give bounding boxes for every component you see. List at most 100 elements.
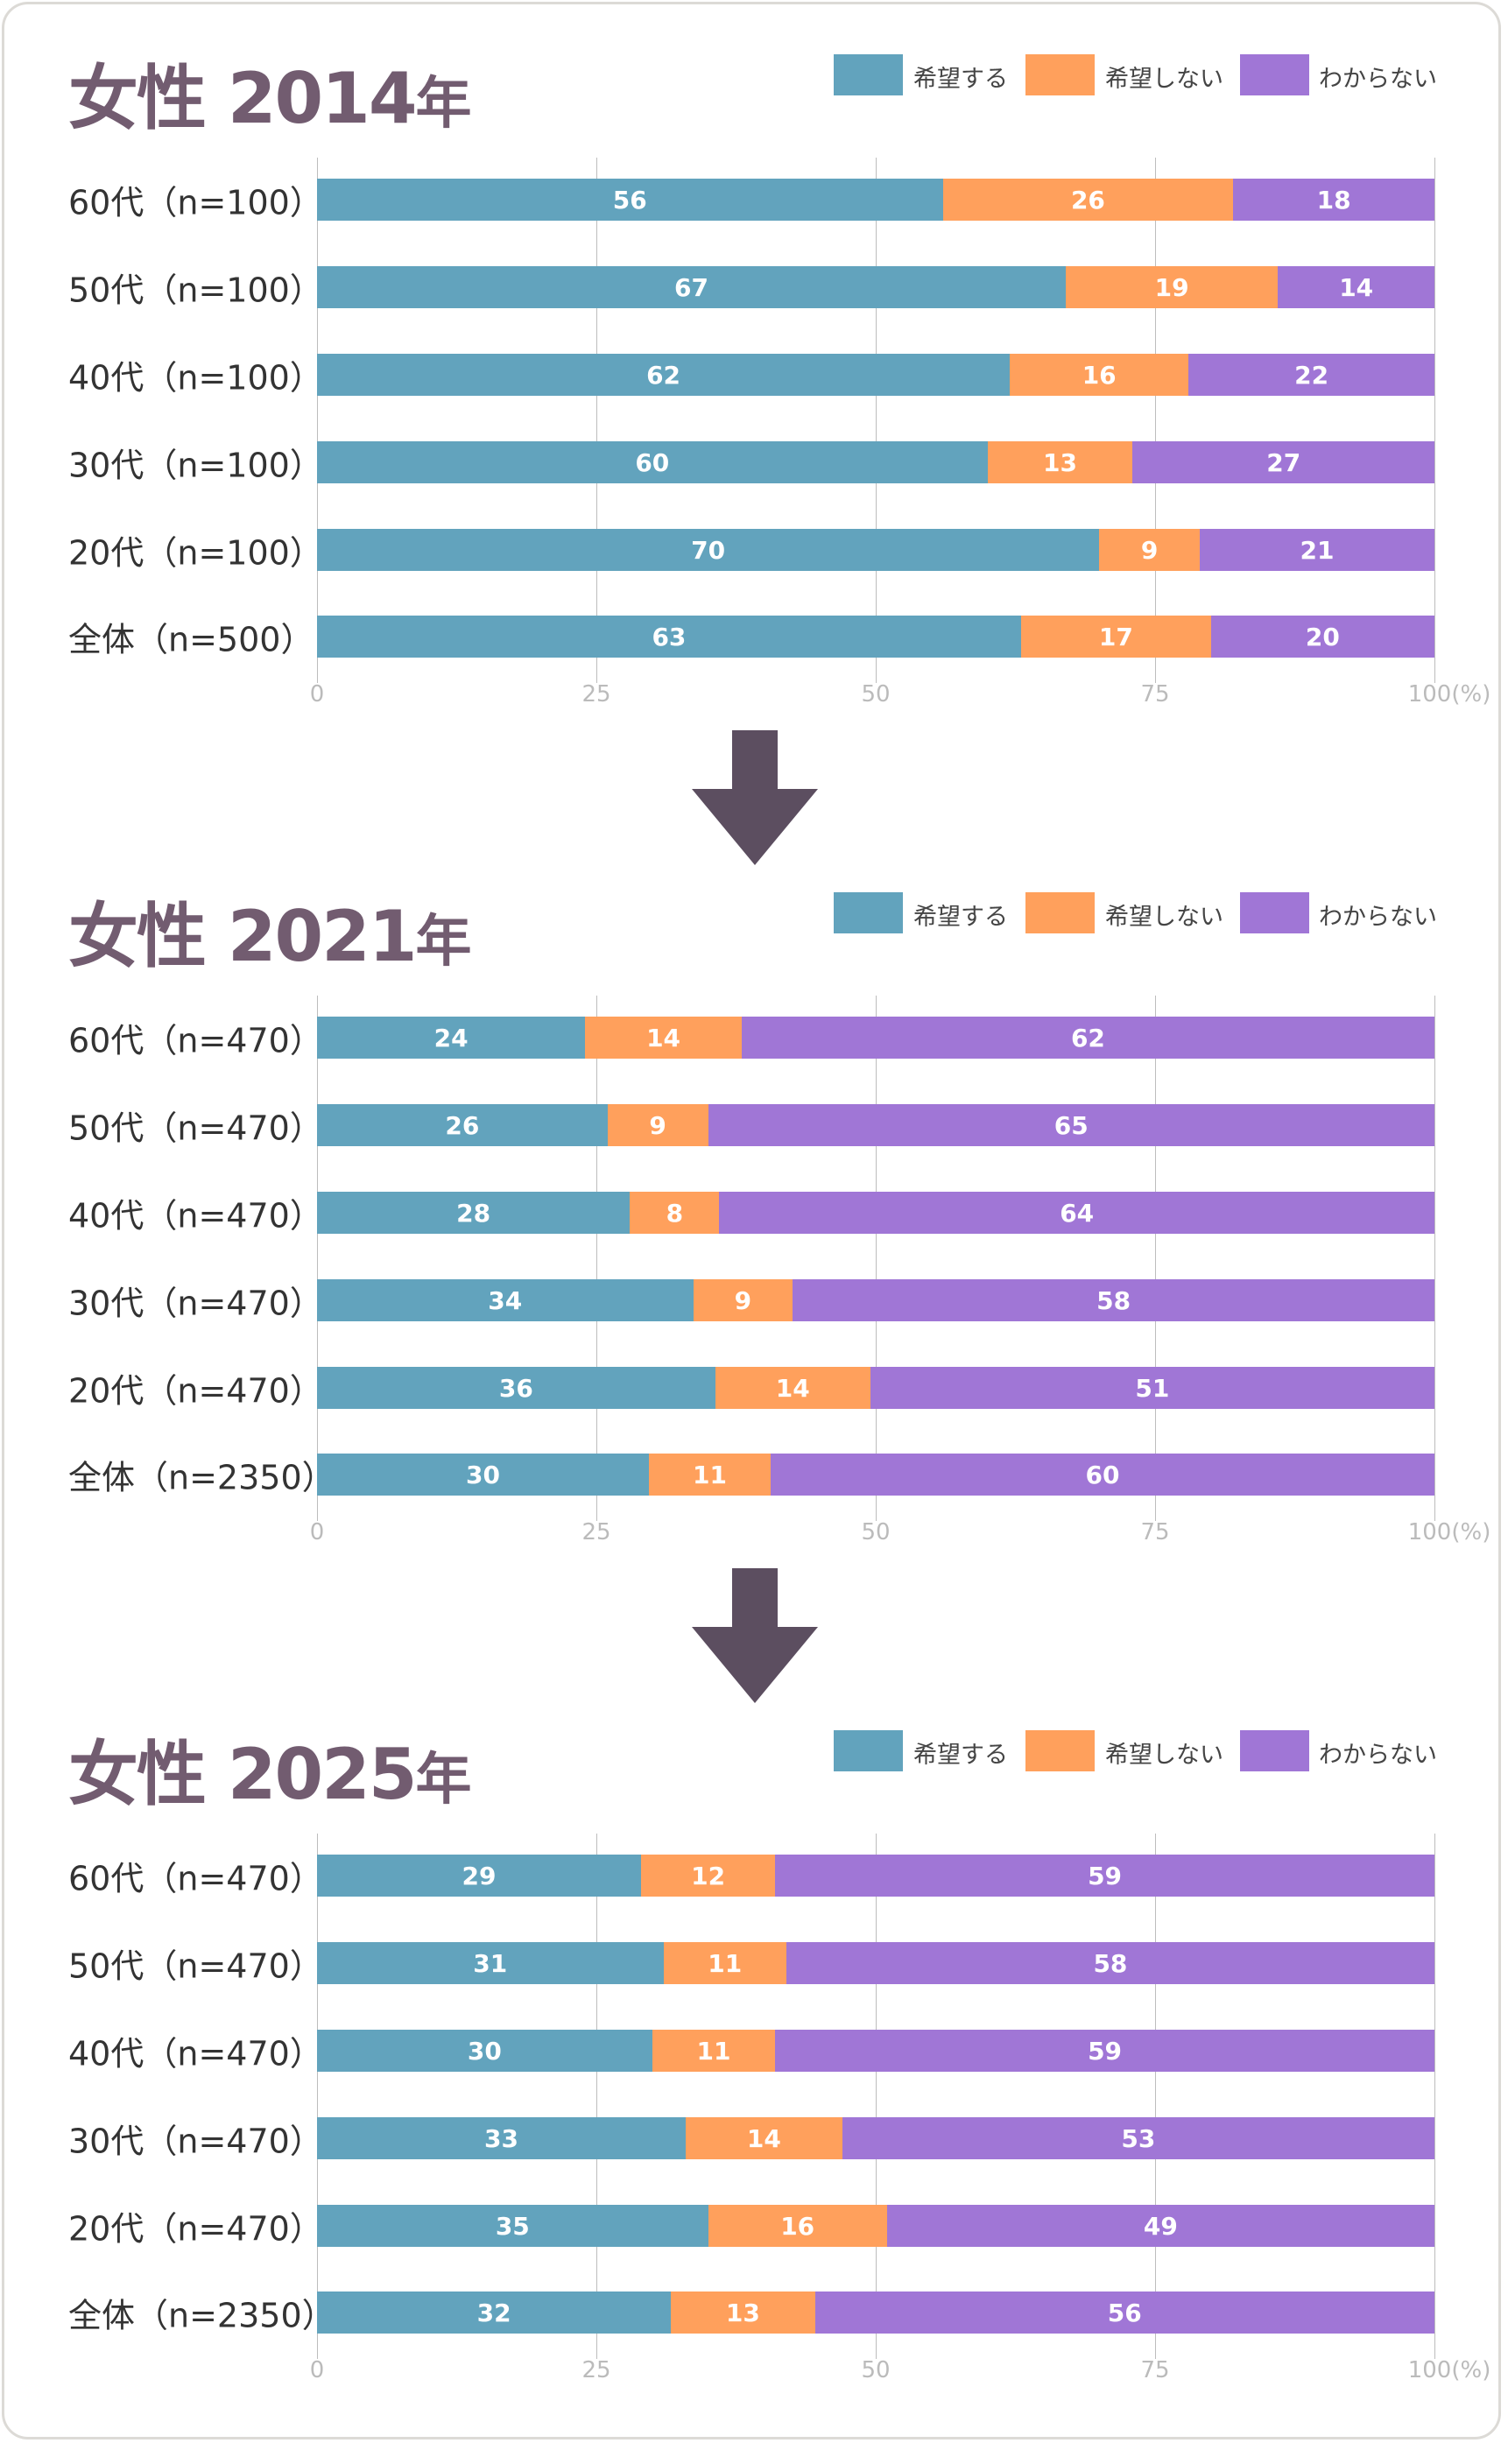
- chart-title-main: 女性 2014: [68, 58, 418, 139]
- x-tick-label: 0: [310, 1519, 325, 1545]
- chart-section-1: 女性 2021年 希望する 希望しない わからない 0 25 50 75 100(%) 60代（n…: [0, 838, 1508, 1626]
- bar-segment-nohope: 16: [1010, 354, 1189, 396]
- row-label: 60代（n=470）: [68, 1859, 323, 1898]
- axis-unit: (%): [1451, 681, 1491, 708]
- legend-label-hope: 希望する: [913, 66, 1008, 93]
- bar-segment-unknown: 22: [1188, 354, 1434, 396]
- bar-segment-hope: 34: [317, 1279, 694, 1321]
- down-arrow-icon: [692, 1568, 818, 1703]
- x-tick-label: 100(%): [1408, 681, 1491, 708]
- gridline: [596, 996, 597, 1521]
- legend-label-nohope: 希望しない: [1105, 66, 1223, 93]
- legend-label-nohope: 希望しない: [1105, 904, 1223, 931]
- bar-segment-nohope: 14: [715, 1367, 870, 1409]
- gridline: [1155, 996, 1156, 1521]
- bar-segment-unknown: 27: [1132, 441, 1434, 483]
- down-arrow-icon: [692, 730, 818, 865]
- x-tick-value: 25: [581, 1519, 611, 1545]
- legend-swatch-unknown: [1240, 54, 1309, 95]
- bar-segment-nohope: 13: [671, 2292, 815, 2334]
- bar-segment-unknown: 56: [814, 2292, 1434, 2334]
- legend-swatch-nohope: [1025, 1730, 1095, 1771]
- legend-label-unknown: わからない: [1319, 66, 1437, 93]
- bar-segment-unknown: 65: [708, 1104, 1434, 1146]
- x-tick-value: 0: [309, 1519, 325, 1545]
- bar-segment-hope: 28: [317, 1192, 631, 1234]
- bar-segment-nohope: 16: [708, 2205, 887, 2247]
- bar-segment-nohope: 14: [686, 2117, 842, 2159]
- x-tick-label: 100(%): [1408, 1519, 1491, 1545]
- chart-title: 女性 2025年: [68, 1718, 472, 1820]
- chart-section-2: 女性 2025年 希望する 希望しない わからない 0 25 50 75 100(%) 60代（n…: [0, 1676, 1508, 2464]
- bar-segment-nohope: 9: [607, 1104, 708, 1146]
- bar-segment-hope: 35: [317, 2205, 708, 2247]
- legend-swatch-unknown: [1240, 892, 1309, 933]
- gridline: [317, 1834, 318, 2359]
- x-tick-label: 25: [581, 681, 610, 708]
- row-label: 30代（n=470）: [68, 1284, 323, 1323]
- chart-title-suffix: 年: [415, 910, 472, 975]
- x-tick-value: 100: [1407, 681, 1452, 708]
- x-tick-value: 0: [309, 2357, 325, 2383]
- x-tick-label: 0: [310, 2357, 325, 2383]
- bar-segment-hope: 36: [317, 1367, 715, 1409]
- x-tick-label: 50: [861, 2357, 890, 2383]
- row-label: 30代（n=470）: [68, 2122, 323, 2161]
- bar-segment-hope: 29: [317, 1855, 642, 1897]
- legend-swatch-nohope: [1025, 54, 1095, 95]
- legend-label-unknown: わからない: [1319, 904, 1437, 931]
- bar-segment-hope: 30: [317, 1454, 649, 1496]
- axis-unit: (%): [1451, 1519, 1491, 1545]
- bar-segment-hope: 67: [317, 266, 1066, 308]
- chart-title: 女性 2014年: [68, 42, 472, 144]
- row-label: 40代（n=470）: [68, 2034, 323, 2073]
- bar-segment-hope: 30: [317, 2030, 652, 2072]
- legend-swatch-hope: [834, 1730, 903, 1771]
- bar-segment-hope: 24: [317, 1017, 586, 1059]
- bar-segment-hope: 56: [317, 179, 943, 221]
- x-tick-label: 75: [1140, 1519, 1169, 1545]
- legend-swatch-nohope: [1025, 892, 1095, 933]
- bar-segment-nohope: 12: [641, 1855, 776, 1897]
- x-tick-label: 50: [861, 681, 890, 708]
- bar-segment-hope: 31: [317, 1942, 664, 1984]
- row-label: 20代（n=100）: [68, 533, 323, 573]
- x-tick-label: 75: [1140, 2357, 1169, 2383]
- bar-segment-nohope: 11: [652, 2030, 776, 2072]
- bar-segment-unknown: 58: [786, 1942, 1434, 1984]
- gridline: [876, 1834, 877, 2359]
- legend-swatch-hope: [834, 54, 903, 95]
- x-tick-label: 100(%): [1408, 2357, 1491, 2383]
- x-tick-value: 100: [1407, 1519, 1452, 1545]
- bar-segment-nohope: 26: [942, 179, 1234, 221]
- x-tick-label: 50: [861, 1519, 890, 1545]
- bar-segment-hope: 63: [317, 616, 1021, 658]
- x-tick-value: 50: [861, 681, 891, 708]
- x-tick-value: 25: [581, 681, 611, 708]
- x-tick-value: 75: [1140, 2357, 1170, 2383]
- bar-segment-nohope: 11: [649, 1454, 771, 1496]
- legend-label-unknown: わからない: [1319, 1742, 1437, 1769]
- bar-segment-unknown: 51: [870, 1367, 1434, 1409]
- row-label: 全体（n=2350）: [68, 2296, 335, 2335]
- bar-segment-unknown: 14: [1278, 266, 1434, 308]
- bar-segment-hope: 26: [317, 1104, 608, 1146]
- bar-segment-unknown: 49: [886, 2205, 1434, 2247]
- bar-segment-hope: 32: [317, 2292, 672, 2334]
- bar-segment-unknown: 20: [1210, 616, 1434, 658]
- x-tick-value: 75: [1140, 1519, 1170, 1545]
- bar-segment-unknown: 21: [1200, 529, 1434, 571]
- bar-segment-unknown: 60: [770, 1454, 1434, 1496]
- legend-label-nohope: 希望しない: [1105, 1742, 1223, 1769]
- bar-segment-hope: 70: [317, 529, 1100, 571]
- bar-segment-nohope: 14: [585, 1017, 742, 1059]
- legend-label-hope: 希望する: [913, 1742, 1008, 1769]
- x-tick-label: 25: [581, 1519, 610, 1545]
- row-label: 30代（n=100）: [68, 446, 323, 485]
- bar-segment-nohope: 8: [630, 1192, 720, 1234]
- gridline: [876, 996, 877, 1521]
- gridline: [1155, 1834, 1156, 2359]
- legend-swatch-hope: [834, 892, 903, 933]
- bar-segment-hope: 33: [317, 2117, 687, 2159]
- gridline: [596, 158, 597, 683]
